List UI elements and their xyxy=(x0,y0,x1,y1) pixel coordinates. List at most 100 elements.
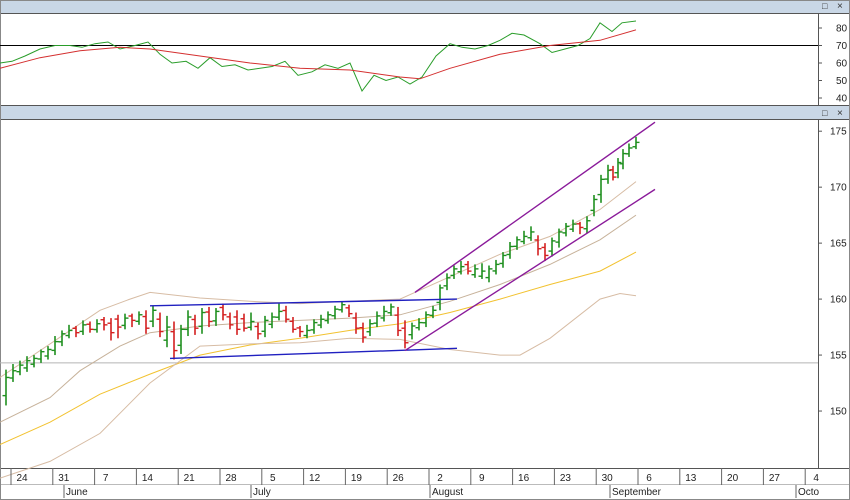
x-axis: 24 31 7 14 21 28 5 12 19 26 2 9 16 23 30 6 13 20 27 4 June Ju… xyxy=(10,468,820,498)
x-tick-label: 4 xyxy=(813,473,819,484)
uptrend-channel-line xyxy=(414,121,656,293)
price-bar xyxy=(450,265,458,279)
price-bar xyxy=(590,194,598,217)
price-bar xyxy=(415,318,423,331)
price-y-tick-label: 175 xyxy=(830,127,847,138)
price-bar xyxy=(247,312,255,331)
price-bar xyxy=(619,149,627,170)
price-bar xyxy=(100,317,108,331)
price-bar xyxy=(583,216,591,234)
month-label: Octo xyxy=(798,487,820,498)
x-tick-label: 30 xyxy=(602,473,614,484)
consolidation-trendline xyxy=(149,298,458,307)
price-bar xyxy=(51,336,59,356)
price-bar xyxy=(282,305,290,323)
price-bar xyxy=(394,306,402,337)
indicator-panel: 40 50 60 70 80 xyxy=(0,20,848,105)
price-bar xyxy=(37,349,45,363)
price-bar xyxy=(93,319,101,333)
price-bar xyxy=(366,319,374,337)
price-bar xyxy=(576,221,584,235)
price-bar xyxy=(142,310,150,334)
price-bar xyxy=(541,243,549,262)
price-bar xyxy=(604,164,612,184)
moving-average-line xyxy=(0,251,637,446)
price-close-button[interactable]: × xyxy=(837,108,843,119)
band-line xyxy=(0,181,637,378)
x-tick-label: 26 xyxy=(393,473,405,484)
price-bar xyxy=(464,261,472,275)
price-bar xyxy=(443,273,451,291)
price-bar xyxy=(499,252,507,268)
price-bar xyxy=(569,219,577,232)
price-title-bar xyxy=(0,106,850,119)
price-bar xyxy=(170,321,178,360)
price-bar xyxy=(184,310,192,337)
price-bar xyxy=(380,305,388,322)
price-bar xyxy=(492,259,500,275)
band-line xyxy=(0,214,637,423)
price-bar xyxy=(289,317,297,333)
price-bar xyxy=(114,314,122,339)
price-bar xyxy=(387,303,395,316)
price-bar xyxy=(408,322,416,340)
price-bar xyxy=(303,324,311,339)
price-bar xyxy=(513,236,521,250)
price-bar xyxy=(9,364,17,382)
price-bar xyxy=(149,305,157,328)
price-y-tick-label: 165 xyxy=(830,239,847,250)
price-bar xyxy=(614,158,622,179)
indicator-y-tick-label: 70 xyxy=(836,41,848,52)
price-bar xyxy=(135,311,143,325)
price-bar xyxy=(422,311,430,328)
price-bar xyxy=(429,305,437,319)
price-bar xyxy=(548,237,556,257)
price-bar xyxy=(436,284,444,311)
price-bar xyxy=(401,320,409,349)
indicator-minimize-button[interactable]: □ xyxy=(822,1,828,11)
price-bar xyxy=(352,312,360,334)
price-bar xyxy=(16,360,24,376)
uptrend-channel-line xyxy=(404,188,656,352)
indicator-fast-line xyxy=(0,20,637,92)
x-tick-label: 5 xyxy=(270,473,276,484)
price-bar xyxy=(478,263,486,279)
price-bar xyxy=(359,322,367,343)
price-bar xyxy=(310,319,318,334)
price-panel: 150 155 160 165 170 175 xyxy=(0,121,847,479)
price-bar xyxy=(275,303,283,321)
price-y-tick-label: 155 xyxy=(830,351,847,362)
price-bar xyxy=(520,230,528,245)
price-bar xyxy=(296,325,304,338)
price-bar xyxy=(107,318,115,341)
price-bar xyxy=(485,265,493,283)
price-y-tick-label: 150 xyxy=(830,407,847,418)
x-tick-label: 16 xyxy=(518,473,530,484)
month-label: July xyxy=(253,487,271,498)
price-bar xyxy=(121,313,129,330)
price-bar xyxy=(331,305,339,320)
price-bar xyxy=(506,242,514,259)
price-bar xyxy=(345,304,353,318)
price-bar xyxy=(219,303,227,321)
month-label: June xyxy=(66,487,88,498)
indicator-y-tick-label: 40 xyxy=(836,94,848,105)
price-bar xyxy=(240,313,248,332)
x-tick-label: 13 xyxy=(685,473,697,484)
x-tick-label: 9 xyxy=(479,473,485,484)
indicator-slow-line xyxy=(0,29,637,80)
price-bar xyxy=(226,312,234,330)
price-minimize-button[interactable]: □ xyxy=(822,108,828,118)
x-tick-label: 14 xyxy=(142,473,154,484)
price-bar xyxy=(233,310,241,335)
price-bar xyxy=(261,315,269,338)
price-bar xyxy=(254,322,262,340)
month-label: September xyxy=(612,487,662,498)
x-tick-label: 21 xyxy=(184,473,196,484)
price-bar xyxy=(471,264,479,278)
indicator-close-button[interactable]: × xyxy=(837,1,843,12)
indicator-y-tick-label: 50 xyxy=(836,76,848,87)
price-bar xyxy=(212,308,220,326)
